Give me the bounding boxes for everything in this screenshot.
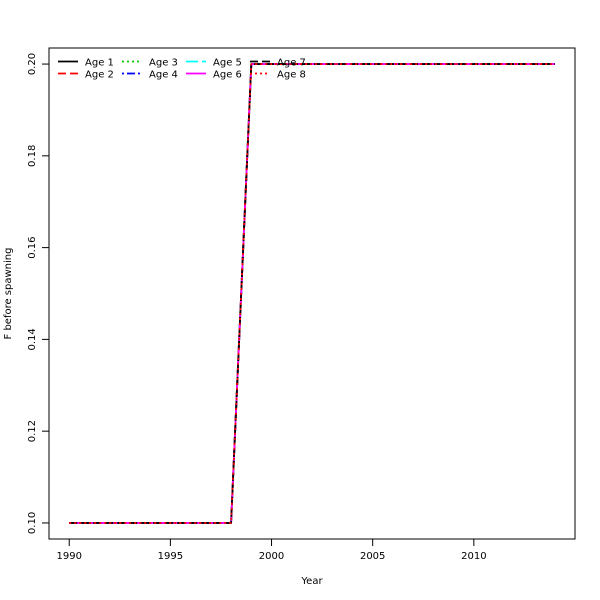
series-line-8: [69, 63, 555, 524]
x-tick-label: 2005: [360, 551, 385, 562]
legend-label-4: Age 4: [149, 70, 178, 81]
y-tick-label: 0.20: [27, 53, 38, 75]
series-line-7: [69, 63, 555, 524]
series-layer: [69, 63, 555, 524]
x-tick-label: 2010: [461, 551, 486, 562]
legend-label-3: Age 3: [149, 58, 178, 69]
y-tick-label: 0.14: [27, 328, 38, 350]
plot-frame: [48, 47, 576, 540]
legend-label-8: Age 8: [277, 70, 306, 81]
x-tick-label: 1990: [57, 551, 82, 562]
legend-label-7: Age 7: [277, 58, 306, 69]
x-axis-title: Year: [300, 576, 323, 587]
y-tick-label: 0.10: [27, 512, 38, 534]
legend-label-5: Age 5: [213, 58, 242, 69]
legend-label-1: Age 1: [85, 58, 114, 69]
x-tick-label: 2000: [259, 551, 284, 562]
axes-layer: 1990 1995 2000 2005 2010 0.10 0.12 0.14 0.16 0.18…: [27, 53, 487, 562]
y-tick-label: 0.16: [27, 236, 38, 258]
y-axis-title: F before spawning: [3, 248, 14, 340]
y-tick-label: 0.18: [27, 145, 38, 167]
x-tick-label: 1995: [158, 551, 183, 562]
legend-label-2: Age 2: [85, 70, 114, 81]
legend-label-6: Age 6: [213, 70, 242, 81]
y-tick-label: 0.12: [27, 420, 38, 442]
